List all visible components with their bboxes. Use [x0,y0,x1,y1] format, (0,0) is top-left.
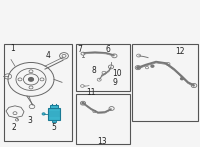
Text: 11: 11 [86,88,96,97]
Bar [132,44,198,121]
Text: 12: 12 [175,47,185,56]
Bar [76,94,130,144]
Text: 10: 10 [112,69,122,78]
Circle shape [137,67,139,69]
Bar [4,44,72,141]
Circle shape [82,102,84,104]
Circle shape [151,65,154,67]
Circle shape [181,78,183,80]
Circle shape [29,78,33,81]
Text: 4: 4 [46,51,50,60]
Bar [52,120,56,122]
Text: 6: 6 [106,45,110,55]
Text: 8: 8 [92,66,96,75]
Text: 2: 2 [12,123,16,132]
Text: 5: 5 [52,123,56,132]
Bar [76,44,130,91]
Circle shape [42,113,45,115]
Bar [50,105,58,108]
Bar [48,108,60,120]
Text: 3: 3 [28,116,32,125]
Text: 1: 1 [10,44,15,53]
Text: 7: 7 [78,45,82,55]
Text: 13: 13 [97,137,107,146]
Text: 9: 9 [112,78,117,87]
